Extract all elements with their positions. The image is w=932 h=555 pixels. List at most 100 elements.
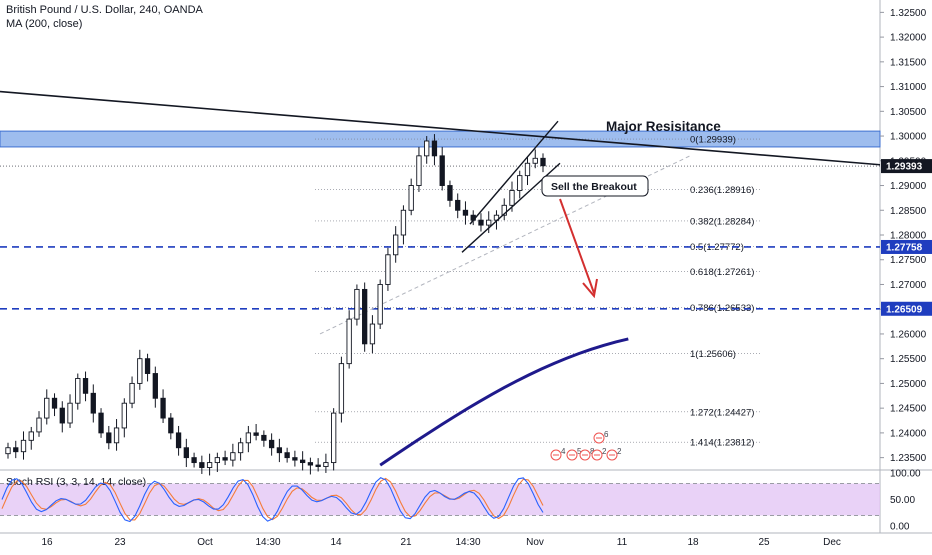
event-count-label: 2 bbox=[617, 447, 622, 456]
stoch-indicator-label: Stoch RSI (3, 3, 14, 14, close) bbox=[6, 476, 146, 488]
time-tick-label: Oct bbox=[197, 537, 213, 548]
event-count-label: 4 bbox=[561, 447, 566, 456]
event-count-label: 2 bbox=[602, 447, 607, 456]
candle-down bbox=[51, 397, 58, 409]
event-count-label: 6 bbox=[604, 430, 609, 439]
fib-level-label: 0.618(1.27261) bbox=[690, 267, 754, 278]
candle-up bbox=[354, 288, 360, 320]
stoch-k-line bbox=[1, 477, 544, 523]
sell-breakout-box bbox=[541, 175, 649, 197]
candle-down bbox=[106, 432, 112, 444]
candle-down bbox=[59, 407, 65, 424]
candle-down bbox=[439, 155, 445, 186]
ma-indicator-label[interactable]: MA (200, close) bbox=[6, 18, 83, 30]
candle-up bbox=[245, 432, 252, 444]
candle-up bbox=[509, 190, 515, 206]
time-tick-label: 25 bbox=[758, 537, 770, 548]
candle-up bbox=[28, 431, 34, 441]
time-tick-label: 14:30 bbox=[255, 537, 280, 548]
candle-down bbox=[191, 457, 197, 464]
candle-down bbox=[455, 199, 461, 211]
stoch-tick-label: 100.00 bbox=[890, 469, 921, 480]
candle-up bbox=[67, 402, 73, 424]
candle-up bbox=[524, 162, 531, 177]
price-tag-label: 1.29393 bbox=[886, 162, 923, 173]
candle-up bbox=[323, 462, 329, 467]
candle-down bbox=[199, 462, 205, 468]
ascending-dashed-trendline bbox=[319, 155, 691, 335]
candle-up bbox=[346, 318, 352, 365]
candle-up bbox=[400, 209, 407, 236]
chart-title: British Pound / U.S. Dollar, 240, OANDA bbox=[6, 4, 203, 16]
candle-down bbox=[183, 447, 189, 459]
candle-down bbox=[98, 412, 104, 434]
candle-up bbox=[214, 457, 220, 464]
fib-level-label: 0.5(1.27772) bbox=[690, 242, 744, 253]
event-count-label: 8 bbox=[590, 447, 595, 456]
candle-up bbox=[20, 439, 27, 453]
candle-up bbox=[393, 234, 399, 256]
price-tick-label: 1.26000 bbox=[890, 329, 927, 340]
candle-up bbox=[486, 219, 492, 226]
candle-down bbox=[307, 462, 314, 466]
candle-down bbox=[315, 464, 321, 467]
candle-up bbox=[36, 417, 42, 433]
candle-up bbox=[338, 363, 345, 414]
candle-up bbox=[237, 442, 244, 454]
down-arrow-shaft bbox=[559, 198, 595, 294]
candle-up bbox=[206, 462, 213, 468]
time-tick-label: 16 bbox=[41, 537, 53, 548]
price-tick-label: 1.31000 bbox=[890, 82, 927, 93]
candle-up bbox=[369, 323, 376, 345]
descending-trendline bbox=[0, 90, 881, 166]
price-tick-label: 1.28500 bbox=[890, 206, 927, 217]
time-tick-label: 14 bbox=[330, 537, 342, 548]
candle-down bbox=[362, 288, 368, 345]
price-tick-label: 1.31500 bbox=[890, 57, 927, 68]
candle-down bbox=[299, 459, 306, 464]
candle-down bbox=[268, 439, 275, 449]
candle-down bbox=[13, 447, 19, 453]
candle-down bbox=[82, 378, 89, 394]
candle-up bbox=[501, 204, 507, 216]
time-tick-label: 14:30 bbox=[455, 537, 480, 548]
resistance-zone bbox=[0, 130, 881, 148]
event-count-label: 5 bbox=[577, 447, 582, 456]
time-tick-label: 21 bbox=[400, 537, 412, 548]
candle-up bbox=[408, 185, 414, 211]
candle-down bbox=[222, 457, 228, 461]
price-tag-label: 1.26509 bbox=[886, 304, 923, 315]
candle-up bbox=[517, 175, 523, 191]
price-tag-box bbox=[881, 301, 932, 316]
candle-up bbox=[5, 447, 11, 455]
candle-down bbox=[90, 392, 96, 414]
fib-level-label: 1.414(1.23812) bbox=[690, 438, 754, 449]
candles-group bbox=[5, 134, 546, 476]
stoch-band bbox=[0, 483, 880, 516]
candle-up bbox=[331, 412, 337, 464]
candle-down bbox=[144, 358, 151, 374]
time-tick-label: Dec bbox=[823, 537, 841, 548]
candle-up bbox=[113, 427, 120, 444]
fib-level-label: 1(1.25606) bbox=[690, 349, 736, 360]
candle-down bbox=[540, 157, 546, 167]
price-tick-label: 1.32000 bbox=[890, 33, 927, 44]
price-tag-box bbox=[881, 159, 932, 174]
stoch-tick-label: 50.00 bbox=[890, 495, 915, 506]
price-tick-label: 1.24500 bbox=[890, 404, 927, 415]
candle-up bbox=[137, 358, 143, 384]
price-tick-label: 1.25000 bbox=[890, 379, 927, 390]
fib-level-label: 1.272(1.24427) bbox=[690, 407, 754, 418]
candle-down bbox=[168, 417, 174, 434]
fib-level-label: 0(1.29939) bbox=[690, 135, 736, 146]
candle-up bbox=[385, 254, 391, 285]
price-tag-box bbox=[881, 239, 932, 254]
price-tick-label: 1.30500 bbox=[890, 107, 927, 118]
price-tick-label: 1.32500 bbox=[890, 8, 927, 19]
candle-down bbox=[478, 219, 484, 226]
down-arrow-head bbox=[582, 278, 598, 299]
major-resistance-label: Major Resisitance bbox=[606, 119, 721, 134]
candle-down bbox=[292, 457, 298, 461]
